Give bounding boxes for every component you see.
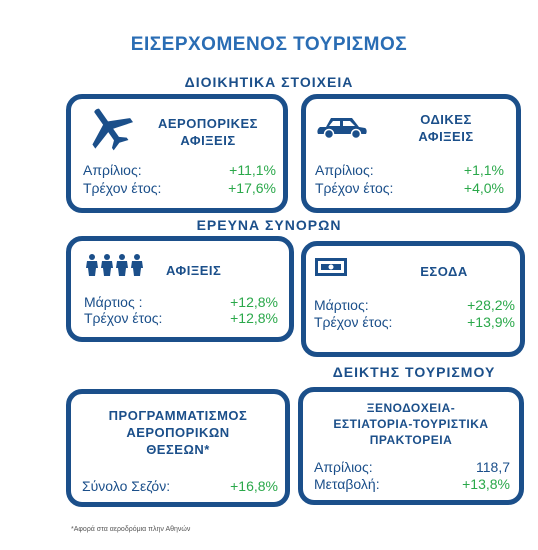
receipts-row-march: Μάρτιος: +28,2% xyxy=(314,297,515,313)
row-label: Τρέχον έτος: xyxy=(83,180,162,196)
road-arrivals-title-line2: ΑΦΙΞΕΙΣ xyxy=(418,129,474,144)
air-arrivals-title: ΑΕΡΟΠΟΡΙΚΕΣ ΑΦΙΞΕΙΣ xyxy=(133,115,283,149)
hotels-row-april: Απρίλιος: 118,7 xyxy=(314,459,510,475)
section-heading-index: ΔΕΙΚΤΗΣ ΤΟΥΡΙΣΜΟΥ xyxy=(332,364,496,380)
row-label: Τρέχον έτος: xyxy=(315,180,394,196)
seat-capacity-title-line2: ΑΕΡΟΠΟΡΙΚΩΝ xyxy=(126,425,230,440)
air-row-ytd: Τρέχον έτος: +17,6% xyxy=(83,180,276,196)
row-value: +1,1% xyxy=(463,162,504,178)
row-label: Τρέχον έτος: xyxy=(84,310,163,326)
hotels-row-change: Μεταβολή: +13,8% xyxy=(314,476,510,492)
air-arrivals-card: ΑΕΡΟΠΟΡΙΚΕΣ ΑΦΙΞΕΙΣ Απρίλιος: +11,1% Τρέ… xyxy=(66,94,288,213)
air-row-april: Απρίλιος: +11,1% xyxy=(83,162,276,178)
border-arrivals-card: ΑΦΙΞΕΙΣ Μάρτιος : +12,8% Τρέχον έτος: +1… xyxy=(66,236,294,342)
row-value: +12,8% xyxy=(230,310,278,326)
hotels-title-line3: ΠΡΑΚΤΟΡΕΙΑ xyxy=(369,433,453,447)
road-arrivals-card: ΟΔΙΚΕΣ ΑΦΙΞΕΙΣ Απρίλιος: +1,1% Τρέχον έτ… xyxy=(301,94,521,213)
row-label: Τρέχον έτος: xyxy=(314,314,393,330)
receipts-row-ytd: Τρέχον έτος: +13,9% xyxy=(314,314,515,330)
row-label: Απρίλιος: xyxy=(315,162,374,178)
row-value: +16,8% xyxy=(230,478,278,494)
row-label: Απρίλιος: xyxy=(83,162,142,178)
row-label: Απρίλιος: xyxy=(314,459,373,475)
section-heading-border: ΕΡΕΥΝΑ ΣΥΝΟΡΩΝ xyxy=(196,217,342,233)
road-arrivals-title-line1: ΟΔΙΚΕΣ xyxy=(420,112,472,127)
air-arrivals-title-line2: ΑΦΙΞΕΙΣ xyxy=(180,133,236,148)
row-label: Σύνολο Σεζόν: xyxy=(82,478,171,494)
hotels-title: ΞΕΝΟΔΟΧΕΙΑ- ΕΣΤΙΑΤΟΡΙΑ-ΤΟΥΡΙΣΤΙΚΑ ΠΡΑΚΤΟ… xyxy=(303,400,519,448)
seat-capacity-title-line3: ΘΕΣΕΩΝ* xyxy=(146,442,210,457)
row-value: +12,8% xyxy=(230,294,278,310)
hotels-title-line1: ΞΕΝΟΔΟΧΕΙΑ- xyxy=(366,401,456,415)
row-value: 118,7 xyxy=(476,459,510,475)
road-row-ytd: Τρέχον έτος: +4,0% xyxy=(315,180,504,196)
money-icon xyxy=(315,258,347,276)
hotels-card: ΞΕΝΟΔΟΧΕΙΑ- ΕΣΤΙΑΤΟΡΙΑ-ΤΟΥΡΙΣΤΙΚΑ ΠΡΑΚΤΟ… xyxy=(298,387,524,505)
row-value: +4,0% xyxy=(463,180,504,196)
seat-capacity-card: ΠΡΟΓΡΑΜΜΑΤΙΣΜΟΣ ΑΕΡΟΠΟΡΙΚΩΝ ΘΕΣΕΩΝ* Σύνο… xyxy=(66,389,290,507)
seat-capacity-title: ΠΡΟΓΡΑΜΜΑΤΙΣΜΟΣ ΑΕΡΟΠΟΡΙΚΩΝ ΘΕΣΕΩΝ* xyxy=(71,407,285,458)
road-arrivals-title: ΟΔΙΚΕΣ ΑΦΙΞΕΙΣ xyxy=(376,111,516,145)
row-label: Μάρτιος : xyxy=(84,294,143,310)
row-value: +11,1% xyxy=(229,162,276,178)
row-value: +13,9% xyxy=(467,314,515,330)
receipts-card: ΕΣΟΔΑ Μάρτιος: +28,2% Τρέχον έτος: +13,9… xyxy=(301,241,525,357)
air-arrivals-title-line1: ΑΕΡΟΠΟΡΙΚΕΣ xyxy=(158,116,258,131)
hotels-title-line2: ΕΣΤΙΑΤΟΡΙΑ-ΤΟΥΡΙΣΤΙΚΑ xyxy=(333,417,489,431)
row-label: Μάρτιος: xyxy=(314,297,369,313)
people-icon xyxy=(86,254,143,276)
seat-row-season: Σύνολο Σεζόν: +16,8% xyxy=(82,478,278,494)
airplane-icon xyxy=(92,108,134,151)
border-arrivals-row-ytd: Τρέχον έτος: +12,8% xyxy=(84,310,278,326)
row-value: +17,6% xyxy=(228,180,276,196)
page-title: ΕΙΣΕΡΧΟΜΕΝΟΣ ΤΟΥΡΙΣΜΟΣ xyxy=(130,34,408,55)
seat-capacity-title-line1: ΠΡΟΓΡΑΜΜΑΤΙΣΜΟΣ xyxy=(108,408,248,423)
car-icon xyxy=(317,118,367,139)
border-arrivals-row-march: Μάρτιος : +12,8% xyxy=(84,294,278,310)
footnote: *Αφορά στα αεροδρόμια πλην Αθηνών xyxy=(71,526,191,533)
row-value: +28,2% xyxy=(467,297,515,313)
section-heading-admin: ΔΙΟΙΚΗΤΙΚΑ ΣΤΟΙΧΕΙΑ xyxy=(184,74,354,90)
border-arrivals-title: ΑΦΙΞΕΙΣ xyxy=(166,263,222,278)
row-label: Μεταβολή: xyxy=(314,476,380,492)
road-row-april: Απρίλιος: +1,1% xyxy=(315,162,504,178)
row-value: +13,8% xyxy=(462,476,510,492)
receipts-title: ΕΣΟΔΑ xyxy=(420,264,468,279)
